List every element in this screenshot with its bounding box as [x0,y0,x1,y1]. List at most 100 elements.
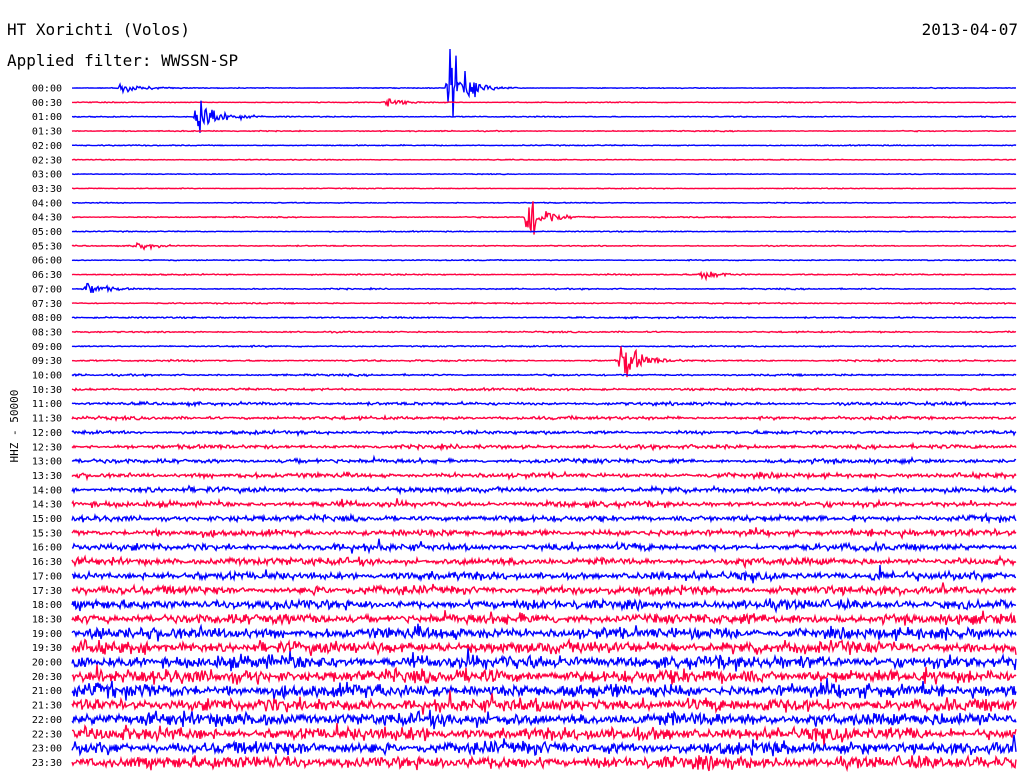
trace-line [71,201,1017,205]
row-time-label: 05:30 [32,241,62,252]
row-time-label: 09:00 [32,342,62,353]
trace-line [71,158,1017,162]
trace-line [72,48,1017,118]
row-time-label: 15:30 [32,528,62,539]
row-time-label: 23:00 [32,744,62,755]
trace-line [71,201,1017,235]
trace-line [71,664,1017,685]
trace-line [71,270,1017,282]
trace-line [71,301,1017,305]
row-time-label: 04:00 [32,198,62,209]
row-time-label: 18:00 [32,600,62,611]
trace-line [71,582,1017,598]
trace-line [71,497,1017,511]
row-time-label: 21:30 [32,701,62,712]
row-time-label: 14:30 [32,500,62,511]
trace-line [71,372,1017,378]
trace-line [71,538,1017,555]
trace-line [71,527,1017,540]
trace-line [71,637,1017,656]
trace-line [71,623,1017,642]
trace-line [71,143,1017,147]
row-time-label: 23:30 [32,758,62,769]
row-time-label: 20:00 [32,658,62,669]
trace-line [71,441,1017,452]
trace-line [71,258,1017,262]
row-time-label: 11:30 [32,414,62,425]
trace-line [71,754,1017,773]
row-time-label: 16:00 [32,543,62,554]
row-time-label: 17:30 [32,586,62,597]
row-time-label: 19:00 [32,629,62,640]
trace-line [71,690,1017,715]
row-time-label: 20:30 [32,672,62,683]
trace-line [71,229,1017,233]
trace-line [71,282,1017,294]
row-time-label: 02:00 [32,141,62,152]
row-time-label: 22:30 [32,729,62,740]
row-time-label: 04:30 [32,213,62,224]
row-time-label: 13:30 [32,471,62,482]
station-title: HT Xorichti (Volos) [7,20,191,39]
trace-line [71,511,1017,525]
trace-line [71,386,1017,392]
trace-line [72,172,1017,176]
row-time-label: 08:30 [32,327,62,338]
trace-line [71,100,1017,133]
row-time-label: 16:30 [32,557,62,568]
row-time-label: 03:30 [32,184,62,195]
trace-line [71,610,1017,627]
row-time-label: 15:00 [32,514,62,525]
row-time-label: 01:00 [32,112,62,123]
trace-line [71,129,1017,133]
row-time-label: 09:30 [32,356,62,367]
row-time-label: 22:00 [32,715,62,726]
row-time-label: 00:00 [32,84,62,95]
trace-line [71,329,1017,334]
row-time-label: 07:00 [32,284,62,295]
date-label: 2013-04-07 [921,20,1018,39]
filter-label: Applied filter: WWSSN-SP [7,51,239,70]
row-time-label: 21:00 [32,686,62,697]
row-time-label: 00:30 [32,98,62,109]
trace-line [71,678,1017,701]
trace-line [71,400,1017,408]
trace-line [71,315,1017,320]
row-time-label: 06:30 [32,270,62,281]
trace-line [71,564,1016,584]
row-time-label: 05:00 [32,227,62,238]
row-time-label: 19:30 [32,643,62,654]
row-time-label: 02:30 [32,155,62,166]
row-time-label: 10:00 [32,371,62,382]
trace-line [71,346,1017,378]
row-time-label: 17:00 [32,571,62,582]
row-time-label: 12:00 [32,428,62,439]
row-time-label: 13:00 [32,457,62,468]
trace-line [71,414,1017,423]
trace-line [72,98,1017,107]
row-time-label: 12:30 [32,442,62,453]
row-time-label: 01:30 [32,127,62,138]
trace-line [71,709,1017,730]
trace-line [71,187,1017,190]
row-time-label: 18:30 [32,614,62,625]
trace-line [71,454,1017,466]
trace-line [71,723,1017,747]
trace-line [71,597,1017,614]
trace-line [71,428,1017,438]
trace-line [71,554,1017,570]
trace-line [71,344,1017,349]
row-time-label: 07:30 [32,299,62,310]
row-time-label: 03:00 [32,170,62,181]
row-time-label: 10:30 [32,385,62,396]
trace-line [71,470,1017,482]
trace-line [71,241,1017,251]
trace-line [71,734,1017,757]
row-time-label: 11:00 [32,399,62,410]
row-time-label: 08:00 [32,313,62,324]
row-time-label: 06:00 [32,256,62,267]
row-time-label: 14:00 [32,485,62,496]
trace-line [71,484,1017,496]
trace-line [71,648,1017,672]
